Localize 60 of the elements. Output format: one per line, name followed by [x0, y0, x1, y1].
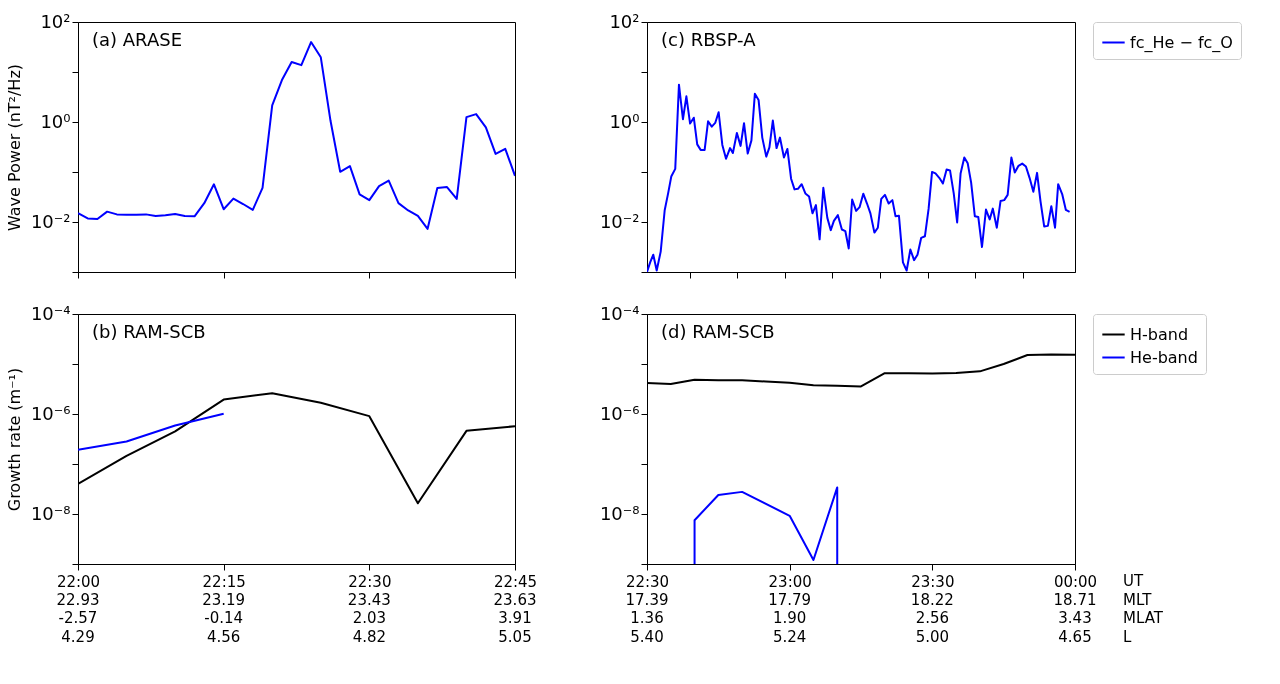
- x-tick-label: 22:30: [625, 572, 670, 591]
- text: 5.40: [630, 627, 664, 646]
- text: 1.36: [630, 609, 664, 627]
- text: 23.43: [347, 590, 391, 609]
- y-tick-label: 10⁻⁸: [30, 502, 71, 524]
- text: 3.43: [1058, 609, 1092, 627]
- text: 2.03: [352, 609, 387, 627]
- text: 5.24: [772, 627, 807, 646]
- text: 23.63: [493, 590, 537, 609]
- y-axis-title: Wave Power (nT²/Hz): [4, 63, 24, 232]
- text: 17.79: [768, 590, 812, 609]
- legend-label: fc_He − fc_O: [1130, 32, 1233, 53]
- line-series: [693, 486, 839, 564]
- text: -0.14: [204, 609, 244, 627]
- text: 4.82: [352, 627, 387, 646]
- chart-title: (d) RAM-SCB: [661, 321, 775, 342]
- text: 3.91: [498, 609, 532, 627]
- line-series: [647, 83, 1071, 272]
- x-tick-label: 23:30: [911, 572, 955, 591]
- text: UT: [1123, 572, 1144, 590]
- text: 2.56: [915, 609, 950, 627]
- chart-title: (b) RAM-SCB: [92, 321, 206, 342]
- chart-title: (c) RBSP-A: [661, 29, 757, 50]
- x-tick-label: 22:15: [202, 572, 246, 591]
- line-series: [78, 412, 225, 451]
- text: 23.19: [202, 590, 246, 609]
- text: 18.22: [910, 590, 954, 609]
- y-tick-label: 10⁻⁸: [599, 502, 640, 524]
- y-tick-label: 10⁰: [609, 110, 640, 132]
- text: 17.39: [625, 590, 669, 609]
- text: MLAT: [1123, 609, 1164, 627]
- x-tick-label: 22:45: [493, 572, 538, 591]
- text: 18.71: [1053, 590, 1097, 609]
- text: 4.65: [1058, 627, 1092, 646]
- text: 22.93: [56, 590, 100, 609]
- text: -2.57: [58, 609, 98, 627]
- y-tick-label: 10⁻²: [599, 210, 640, 232]
- y-axis-title: Growth rate (m⁻¹): [4, 367, 24, 512]
- text: L: [1123, 627, 1132, 646]
- legend-label: He-band: [1130, 347, 1198, 367]
- y-tick-label: 10⁻⁴: [30, 302, 71, 324]
- y-tick-label: 10⁻²: [30, 210, 71, 232]
- legend-label: H-band: [1130, 324, 1189, 344]
- y-tick-label: 10⁻⁴: [599, 302, 640, 324]
- x-tick-label: 22:00: [56, 572, 101, 591]
- y-tick-label: 10⁻⁶: [30, 402, 71, 424]
- text: 5.00: [915, 627, 950, 646]
- y-tick-label: 10⁻⁶: [599, 402, 640, 424]
- text: 4.56: [206, 627, 241, 646]
- y-tick-label: 10²: [40, 10, 71, 32]
- y-tick-label: 10²: [609, 10, 640, 32]
- x-tick-label: 22:30: [348, 572, 392, 591]
- text: 5.05: [498, 627, 532, 646]
- text: 4.29: [61, 627, 95, 646]
- x-tick-label: 23:00: [768, 572, 812, 591]
- x-tick-label: 00:00: [1053, 572, 1098, 591]
- text: MLT: [1123, 590, 1153, 609]
- chart-title: (a) ARASE: [92, 29, 182, 50]
- y-tick-label: 10⁰: [40, 110, 71, 132]
- text: 1.90: [772, 609, 807, 627]
